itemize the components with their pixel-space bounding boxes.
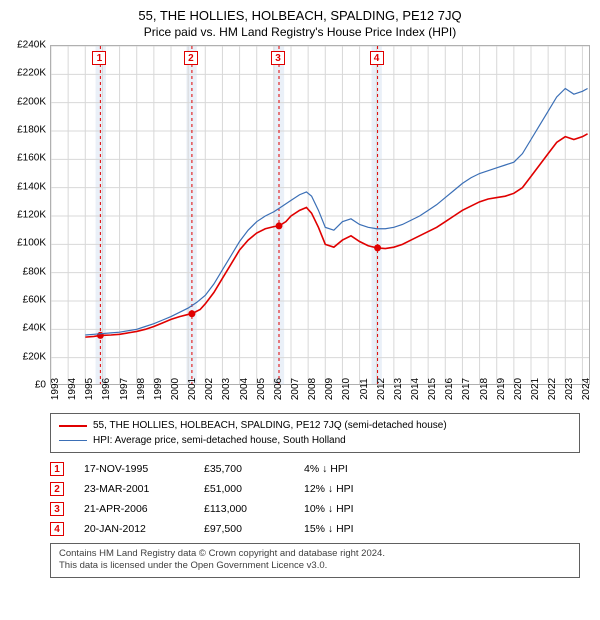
- event-marker-box: 4: [370, 51, 384, 65]
- event-number-box: 3: [50, 502, 64, 516]
- attribution-line: Contains HM Land Registry data © Crown c…: [59, 548, 571, 560]
- legend-swatch: [59, 425, 87, 427]
- x-tick-label: 2017: [461, 378, 472, 400]
- event-price: £51,000: [204, 483, 284, 495]
- x-tick-label: 2024: [581, 378, 592, 400]
- figure: 55, THE HOLLIES, HOLBEACH, SPALDING, PE1…: [0, 0, 600, 620]
- chart-plot: [50, 45, 590, 385]
- y-tick-label: £140K: [17, 181, 46, 192]
- legend-item: 55, THE HOLLIES, HOLBEACH, SPALDING, PE1…: [59, 418, 571, 433]
- legend-item: HPI: Average price, semi-detached house,…: [59, 433, 571, 448]
- legend-swatch: [59, 440, 87, 441]
- event-row: 3 21-APR-2006 £113,000 10% ↓ HPI: [50, 499, 580, 519]
- event-number-box: 1: [50, 462, 64, 476]
- event-marker-box: 3: [271, 51, 285, 65]
- event-row: 2 23-MAR-2001 £51,000 12% ↓ HPI: [50, 479, 580, 499]
- event-hpi-delta: 4% ↓ HPI: [304, 463, 394, 475]
- attribution-line: This data is licensed under the Open Gov…: [59, 560, 571, 572]
- x-tick-label: 2020: [513, 378, 524, 400]
- attribution: Contains HM Land Registry data © Crown c…: [50, 543, 580, 578]
- x-tick-label: 2013: [393, 378, 404, 400]
- event-price: £35,700: [204, 463, 284, 475]
- x-tick-label: 2004: [239, 378, 250, 400]
- y-tick-label: £0: [35, 380, 46, 391]
- events-table: 1 17-NOV-1995 £35,700 4% ↓ HPI 2 23-MAR-2001 £…: [50, 459, 580, 539]
- x-tick-label: 1995: [84, 378, 95, 400]
- x-tick-label: 2022: [547, 378, 558, 400]
- x-tick-label: 2018: [479, 378, 490, 400]
- x-tick-label: 2023: [564, 378, 575, 400]
- event-number-box: 4: [50, 522, 64, 536]
- event-date: 20-JAN-2012: [84, 523, 184, 535]
- x-tick-label: 1997: [119, 378, 130, 400]
- x-tick-label: 1999: [153, 378, 164, 400]
- x-tick-label: 2002: [204, 378, 215, 400]
- y-tick-label: £180K: [17, 125, 46, 136]
- x-tick-label: 2001: [187, 378, 198, 400]
- x-tick-label: 1993: [50, 378, 61, 400]
- y-tick-label: £220K: [17, 68, 46, 79]
- event-date: 17-NOV-1995: [84, 463, 184, 475]
- x-tick-label: 2016: [444, 378, 455, 400]
- x-tick-label: 2015: [427, 378, 438, 400]
- x-tick-label: 2014: [410, 378, 421, 400]
- event-date: 23-MAR-2001: [84, 483, 184, 495]
- x-tick-label: 1994: [67, 378, 78, 400]
- event-marker-box: 2: [184, 51, 198, 65]
- x-tick-label: 2019: [496, 378, 507, 400]
- legend-label: 55, THE HOLLIES, HOLBEACH, SPALDING, PE1…: [93, 420, 447, 431]
- x-tick-label: 2009: [324, 378, 335, 400]
- event-row: 1 17-NOV-1995 £35,700 4% ↓ HPI: [50, 459, 580, 479]
- event-price: £113,000: [204, 503, 284, 515]
- y-tick-label: £60K: [23, 295, 46, 306]
- event-hpi-delta: 12% ↓ HPI: [304, 483, 394, 495]
- y-tick-label: £100K: [17, 238, 46, 249]
- legend: 55, THE HOLLIES, HOLBEACH, SPALDING, PE1…: [50, 413, 580, 453]
- event-date: 21-APR-2006: [84, 503, 184, 515]
- y-tick-label: £80K: [23, 266, 46, 277]
- chart-title: 55, THE HOLLIES, HOLBEACH, SPALDING, PE1…: [0, 0, 600, 23]
- x-tick-label: 2012: [376, 378, 387, 400]
- x-tick-label: 2005: [256, 378, 267, 400]
- x-tick-label: 2021: [530, 378, 541, 400]
- y-tick-label: £240K: [17, 40, 46, 51]
- chart-area: £0£20K£40K£60K£80K£100K£120K£140K£160K£1…: [50, 45, 590, 385]
- x-tick-label: 2006: [273, 378, 284, 400]
- y-tick-label: £160K: [17, 153, 46, 164]
- x-tick-label: 2008: [307, 378, 318, 400]
- x-tick-label: 2003: [221, 378, 232, 400]
- chart-subtitle: Price paid vs. HM Land Registry's House …: [0, 23, 600, 45]
- y-tick-label: £20K: [23, 351, 46, 362]
- event-hpi-delta: 10% ↓ HPI: [304, 503, 394, 515]
- x-tick-label: 2010: [341, 378, 352, 400]
- x-tick-label: 2011: [359, 378, 370, 400]
- event-price: £97,500: [204, 523, 284, 535]
- y-tick-label: £120K: [17, 210, 46, 221]
- event-number-box: 2: [50, 482, 64, 496]
- y-tick-label: £200K: [17, 96, 46, 107]
- event-hpi-delta: 15% ↓ HPI: [304, 523, 394, 535]
- y-tick-label: £40K: [23, 323, 46, 334]
- event-marker-box: 1: [92, 51, 106, 65]
- legend-label: HPI: Average price, semi-detached house,…: [93, 435, 346, 446]
- x-tick-label: 2000: [170, 378, 181, 400]
- x-tick-label: 1998: [136, 378, 147, 400]
- x-tick-label: 1996: [101, 378, 112, 400]
- x-tick-label: 2007: [290, 378, 301, 400]
- event-row: 4 20-JAN-2012 £97,500 15% ↓ HPI: [50, 519, 580, 539]
